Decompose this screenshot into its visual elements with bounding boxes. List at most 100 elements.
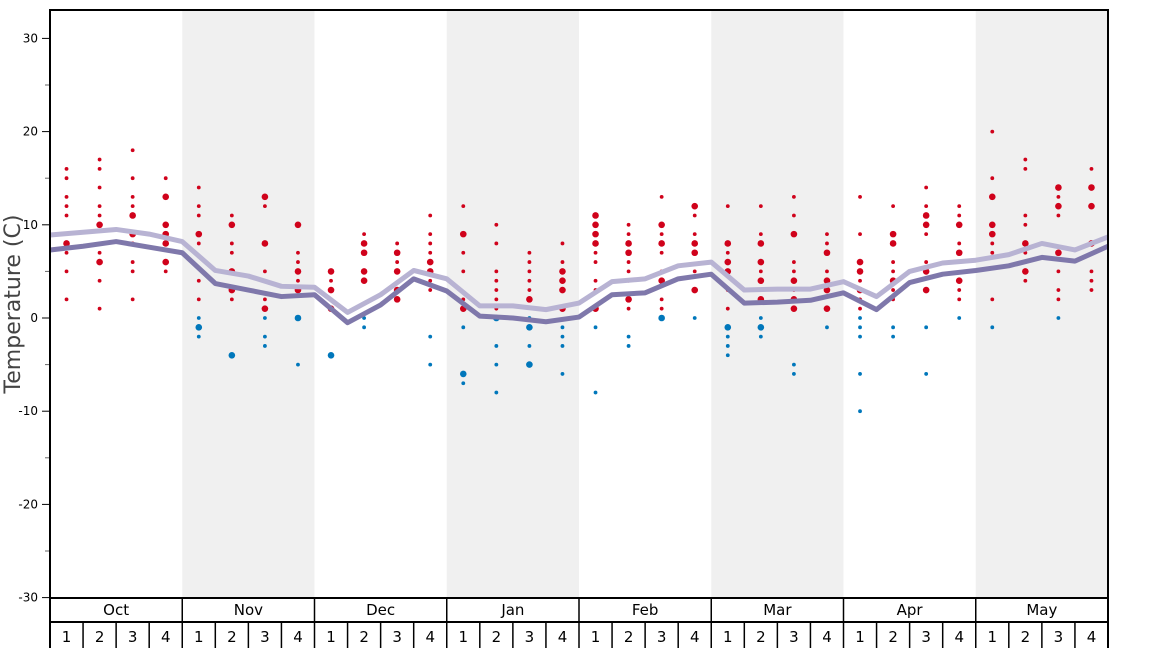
month-band xyxy=(182,10,315,598)
data-point xyxy=(891,204,895,209)
data-point xyxy=(395,241,400,246)
data-point xyxy=(327,286,335,294)
y-tick-label: 20 xyxy=(23,125,38,139)
trend-line-upper xyxy=(49,226,1109,315)
data-point xyxy=(229,250,234,255)
data-point xyxy=(658,221,665,229)
data-point xyxy=(858,334,862,339)
data-point xyxy=(526,296,533,303)
data-point xyxy=(792,362,796,367)
y-tick-label: -30 xyxy=(18,591,38,605)
data-point xyxy=(527,250,532,255)
data-point xyxy=(428,241,433,246)
data-point xyxy=(527,278,532,283)
data-point xyxy=(327,268,335,275)
data-point xyxy=(229,241,234,246)
month-label: Dec xyxy=(366,601,395,619)
y-tick-label: 10 xyxy=(23,218,38,232)
week-label: 1 xyxy=(326,628,336,646)
data-point xyxy=(229,213,234,218)
week-label: 2 xyxy=(756,628,766,646)
data-point xyxy=(195,230,203,238)
data-point xyxy=(459,230,467,238)
week-label: 2 xyxy=(95,628,105,646)
data-point xyxy=(428,278,433,283)
data-point xyxy=(130,297,135,302)
data-point xyxy=(228,351,236,359)
week-label: 1 xyxy=(194,628,204,646)
data-point xyxy=(360,249,368,257)
y-axis-title: Temperature (C) xyxy=(1,215,26,395)
month-band xyxy=(975,10,1108,598)
data-point xyxy=(957,297,962,302)
data-point xyxy=(1089,269,1094,274)
data-point xyxy=(626,232,631,237)
data-point xyxy=(559,277,566,285)
data-point xyxy=(990,250,995,255)
data-point xyxy=(625,249,632,257)
data-point xyxy=(296,250,300,255)
week-label: 3 xyxy=(525,628,535,646)
data-point xyxy=(659,194,664,199)
data-point xyxy=(659,232,664,237)
data-point xyxy=(626,222,631,227)
data-point xyxy=(459,370,467,378)
data-point xyxy=(426,258,434,266)
data-point xyxy=(1023,278,1028,283)
data-point xyxy=(63,240,70,247)
data-point xyxy=(560,344,565,348)
data-point xyxy=(97,157,102,162)
week-label: 4 xyxy=(954,628,964,646)
data-point xyxy=(494,278,499,283)
data-point xyxy=(129,212,136,219)
data-point xyxy=(757,277,765,285)
data-point xyxy=(296,278,300,283)
data-point xyxy=(261,305,269,312)
data-point xyxy=(97,278,102,283)
data-point xyxy=(263,269,267,274)
data-point xyxy=(428,334,433,339)
data-point xyxy=(360,277,368,285)
week-label: 2 xyxy=(492,628,502,646)
data-point xyxy=(163,269,168,274)
trend-lines xyxy=(49,226,1110,326)
data-point xyxy=(461,325,466,330)
month-label: Nov xyxy=(234,601,263,619)
data-point xyxy=(1023,157,1028,162)
week-label: 1 xyxy=(988,628,998,646)
data-point xyxy=(658,277,665,285)
data-point xyxy=(856,258,864,266)
week-label: 2 xyxy=(1021,628,1031,646)
data-point xyxy=(725,204,730,209)
data-point xyxy=(130,194,135,199)
data-point xyxy=(889,230,897,238)
data-point xyxy=(988,221,996,229)
data-point xyxy=(263,204,267,209)
week-label: 1 xyxy=(591,628,601,646)
data-point xyxy=(790,305,798,312)
data-point xyxy=(96,258,103,266)
week-label: 3 xyxy=(657,628,667,646)
data-point xyxy=(296,362,300,367)
week-label: 2 xyxy=(227,628,237,646)
data-point xyxy=(527,344,532,348)
data-point xyxy=(1088,184,1095,191)
data-point xyxy=(130,148,135,153)
data-point xyxy=(924,260,929,264)
data-point xyxy=(393,296,401,303)
data-point xyxy=(725,250,730,255)
data-point xyxy=(327,351,335,359)
data-point xyxy=(658,314,665,322)
data-point xyxy=(758,334,763,339)
data-point xyxy=(858,325,862,330)
data-point xyxy=(263,344,267,348)
data-point xyxy=(1023,166,1028,171)
data-point xyxy=(559,268,566,275)
data-point xyxy=(889,240,897,247)
data-point xyxy=(891,325,895,330)
data-point xyxy=(659,250,664,255)
data-point xyxy=(1056,213,1061,218)
data-point xyxy=(757,324,765,331)
data-point xyxy=(692,213,697,218)
data-point xyxy=(229,297,234,302)
